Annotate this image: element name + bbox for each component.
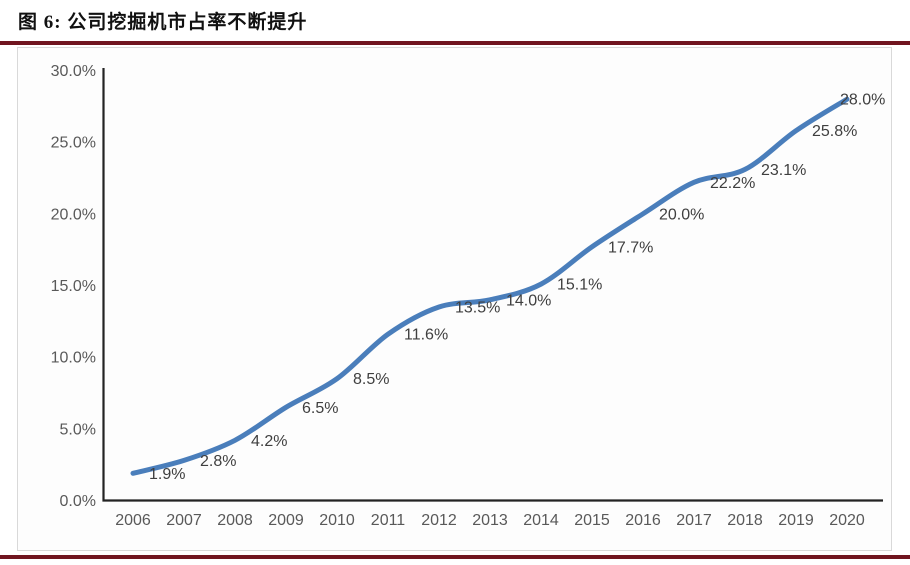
x-tick-label: 2016: [625, 512, 661, 529]
y-tick-label: 20.0%: [51, 206, 96, 223]
data-label: 1.9%: [149, 466, 185, 483]
x-tick-label: 2010: [319, 512, 355, 529]
x-tick-label: 2018: [727, 512, 763, 529]
y-tick-label: 0.0%: [60, 493, 96, 510]
bottom-divider: [0, 555, 910, 559]
data-label: 13.5%: [455, 300, 500, 317]
axis-lines: [102, 68, 883, 502]
x-tick-label: 2007: [166, 512, 202, 529]
x-tick-label: 2017: [676, 512, 712, 529]
y-tick-label: 10.0%: [51, 350, 96, 367]
x-tick-label: 2009: [268, 512, 304, 529]
data-label: 20.0%: [659, 206, 704, 223]
data-label: 17.7%: [608, 239, 653, 256]
figure-title: 图 6: 公司挖掘机市占率不断提升: [18, 12, 308, 33]
y-tick-label: 25.0%: [51, 135, 96, 152]
x-tick-label: 2013: [472, 512, 508, 529]
x-tick-label: 2020: [829, 512, 865, 529]
data-label: 14.0%: [506, 292, 551, 309]
data-label: 6.5%: [302, 400, 338, 417]
data-label: 28.0%: [840, 92, 885, 109]
x-tick-label: 2015: [574, 512, 610, 529]
x-tick-label: 2006: [115, 512, 151, 529]
data-label: 8.5%: [353, 371, 389, 388]
y-tick-label: 15.0%: [51, 278, 96, 295]
top-divider: [0, 41, 910, 45]
data-label: 11.6%: [404, 327, 448, 344]
y-tick-label: 30.0%: [51, 63, 96, 80]
data-label: 2.8%: [200, 453, 236, 470]
chart-panel: [17, 47, 892, 551]
series-line: [130, 96, 850, 476]
x-tick-label: 2008: [217, 512, 253, 529]
x-tick-label: 2019: [778, 512, 814, 529]
data-label: 22.2%: [710, 175, 755, 192]
data-label: 25.8%: [812, 123, 857, 140]
data-label: 4.2%: [251, 433, 287, 450]
x-tick-label: 2012: [421, 512, 457, 529]
x-tick-label: 2011: [371, 512, 406, 529]
data-label: 23.1%: [761, 162, 806, 179]
data-label: 15.1%: [557, 277, 602, 294]
x-tick-label: 2014: [523, 512, 559, 529]
y-tick-label: 5.0%: [60, 421, 96, 438]
